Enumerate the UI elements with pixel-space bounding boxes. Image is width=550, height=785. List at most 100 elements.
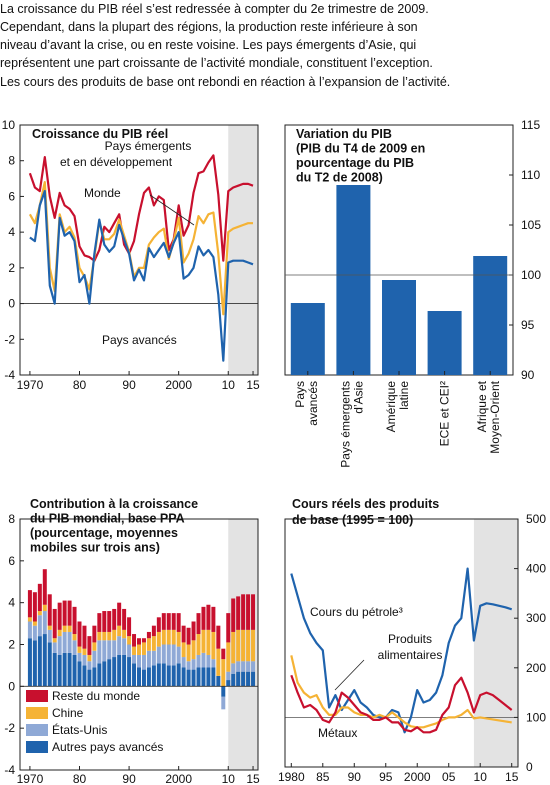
legend-label: Reste du monde (52, 689, 140, 703)
annotation-label: Produits (388, 632, 432, 646)
legend-label: États-Unis (52, 722, 107, 737)
category-label-line: Amérique (384, 381, 398, 433)
category-label-line: avancés (306, 381, 320, 426)
stacked-bar-segment (241, 671, 246, 687)
y-tick-label: 10 (2, 118, 16, 132)
y-tick-label: 95 (521, 318, 535, 332)
stacked-bar-segment (236, 661, 241, 672)
stacked-bar-segment (206, 654, 211, 668)
stacked-bar-segment (161, 663, 166, 687)
category-label-line: latine (397, 381, 411, 410)
stacked-bar-segment (67, 600, 72, 626)
legend-swatch (26, 724, 48, 736)
stacked-bar-segment (67, 631, 72, 653)
x-tick-label: 1970 (17, 772, 44, 785)
stacked-bar-segment (122, 608, 127, 630)
stacked-bar-segment (32, 640, 37, 687)
stacked-bar-segment (72, 634, 77, 641)
y-tick-label: -2 (4, 721, 15, 735)
stacked-bar-segment (156, 631, 161, 647)
stacked-bar-segment (181, 657, 186, 668)
stacked-bar-segment (77, 646, 82, 653)
stacked-bar-segment (77, 661, 82, 687)
x-tick-label: 2000 (165, 772, 192, 785)
y-tick-label: 115 (521, 118, 540, 132)
stacked-bar-segment (246, 594, 251, 630)
stacked-bar-segment (97, 663, 102, 687)
stacked-bar-segment (241, 629, 246, 662)
stacked-bar-segment (72, 640, 77, 655)
plot-frame (284, 518, 519, 768)
y-tick-label: -2 (4, 332, 15, 346)
stacked-bar-segment (236, 596, 241, 630)
stacked-bar-segment (52, 642, 57, 653)
chart-title: Croissance du PIB réel (32, 127, 168, 141)
stacked-bar-segment (117, 654, 122, 687)
stacked-bar-segment (246, 671, 251, 687)
stacked-bar-segment (196, 613, 201, 635)
stacked-bar-segment (141, 642, 146, 655)
series-line (290, 674, 513, 734)
y-tick-label: 0 (8, 297, 15, 311)
stacked-bar-segment (211, 667, 216, 687)
annotation-label: alimentaires (378, 648, 443, 662)
stacked-bar-segment (102, 631, 107, 641)
legend-label: Autres pays avancés (52, 740, 163, 754)
y-tick-label: 8 (8, 512, 15, 526)
stacked-bar-segment (52, 652, 57, 687)
stacked-bar-segment (141, 654, 146, 670)
stacked-bar-segment (196, 634, 201, 655)
stacked-bar-segment (206, 629, 211, 655)
stacked-bar-segment (132, 654, 137, 664)
stacked-bar-segment (67, 625, 72, 632)
stacked-bar-segment (176, 646, 181, 664)
stacked-bar-segment (226, 680, 231, 687)
stacked-bar-segment (206, 604, 211, 630)
stacked-bar-segment (87, 669, 92, 687)
stacked-bar-segment (52, 638, 57, 643)
stacked-bar-segment (201, 652, 206, 668)
stacked-bar-segment (231, 673, 236, 687)
stacked-bar-segment (231, 598, 236, 632)
annotation-label: Cours du pétrole³ (310, 605, 403, 619)
x-tick-label: 90 (122, 772, 136, 785)
x-tick-label: 15 (505, 770, 519, 784)
stacked-bar-segment (226, 642, 231, 672)
stacked-bar-segment (57, 629, 62, 637)
chart-title-line: (pourcentage, moyennes (30, 526, 178, 540)
chart-title-line: pourcentage du PIB (296, 156, 414, 170)
stacked-bar-segment (132, 663, 137, 687)
series-line (290, 567, 513, 734)
stacked-bar-segment (97, 640, 102, 664)
stacked-bar-segment (122, 654, 127, 687)
x-tick-label: 2000 (404, 770, 431, 784)
stacked-bar-segment (37, 615, 42, 637)
legend-swatch (26, 690, 48, 702)
stacked-bar-segment (47, 625, 52, 630)
annotation-label: Métaux (318, 726, 357, 740)
stacked-bar-segment (92, 667, 97, 687)
category-label: ECE et CEI² (438, 381, 452, 446)
x-tick-label: 15 (246, 378, 260, 392)
stacked-bar-segment (166, 613, 171, 630)
stacked-bar-segment (42, 604, 47, 612)
stacked-bar-segment (171, 644, 176, 666)
x-tick-label: 10 (222, 378, 236, 392)
y-tick-label: 105 (521, 218, 541, 232)
y-tick-label: 90 (521, 368, 535, 382)
stacked-bar-segment (186, 661, 191, 670)
stacked-bar-segment (112, 640, 117, 658)
stacked-bar-segment (206, 667, 211, 687)
stacked-bar-segment (161, 629, 166, 645)
stacked-bar-segment (191, 640, 196, 660)
stacked-bar-segment (251, 661, 256, 672)
stacked-bar-segment (112, 657, 117, 687)
stacked-bar-segment (87, 636, 92, 655)
stacked-bar-segment (92, 650, 97, 668)
stacked-bar-segment (196, 667, 201, 687)
stacked-bar-segment (127, 657, 132, 687)
bar (290, 303, 325, 375)
stacked-bar-segment (151, 625, 156, 637)
annotation-leader (149, 194, 195, 226)
category-label: Pays émergentsd’Asie (338, 381, 365, 468)
